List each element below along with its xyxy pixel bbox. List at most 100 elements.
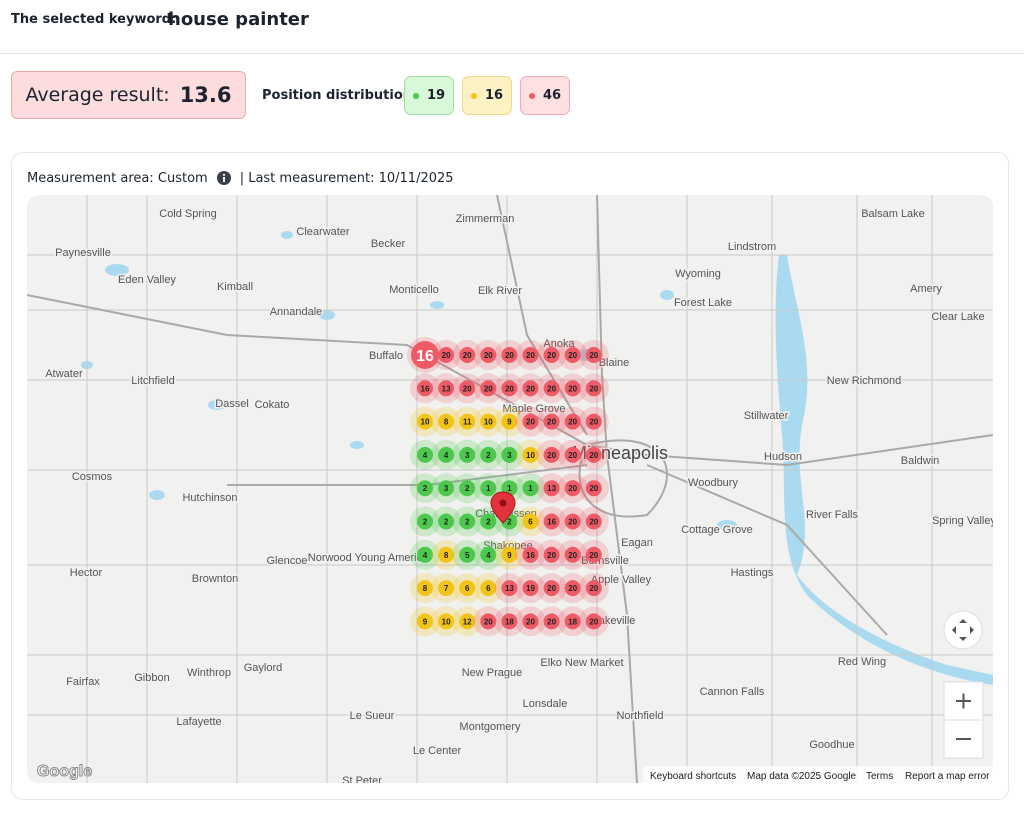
map[interactable]: Cold Spring Zimmerman Balsam Lake Paynesvil… bbox=[27, 195, 993, 783]
rank-point[interactable] bbox=[522, 613, 539, 630]
rank-point[interactable] bbox=[564, 546, 581, 563]
rank-point[interactable] bbox=[411, 341, 439, 369]
rank-point[interactable] bbox=[585, 380, 602, 397]
rank-point[interactable] bbox=[438, 380, 455, 397]
rank-point[interactable] bbox=[564, 413, 581, 430]
rank-point[interactable] bbox=[417, 446, 433, 463]
rank-point[interactable] bbox=[543, 546, 560, 563]
rank-label: 8 bbox=[444, 418, 449, 427]
rank-point[interactable] bbox=[585, 580, 602, 597]
rank-point[interactable] bbox=[522, 480, 539, 497]
rank-point[interactable] bbox=[459, 580, 476, 597]
rank-point[interactable] bbox=[522, 513, 539, 530]
rank-point[interactable] bbox=[564, 446, 581, 463]
rank-point[interactable] bbox=[522, 580, 539, 597]
rank-point[interactable] bbox=[543, 380, 560, 397]
rank-point[interactable] bbox=[585, 613, 602, 630]
rank-point[interactable] bbox=[522, 546, 539, 563]
rank-point[interactable] bbox=[459, 513, 476, 530]
rank-point[interactable] bbox=[501, 347, 518, 363]
rank-point[interactable] bbox=[480, 446, 497, 463]
attribution-link[interactable]: Terms bbox=[866, 771, 893, 782]
rank-point[interactable] bbox=[543, 480, 560, 497]
rank-point[interactable] bbox=[585, 446, 602, 463]
rank-point[interactable] bbox=[564, 580, 581, 597]
rank-point[interactable] bbox=[438, 480, 455, 497]
rank-point[interactable] bbox=[480, 613, 497, 630]
rank-point[interactable] bbox=[522, 446, 539, 463]
rank-point[interactable] bbox=[480, 580, 497, 597]
rank-point[interactable] bbox=[459, 413, 476, 430]
rank-point[interactable] bbox=[438, 513, 455, 530]
rank-label: 2 bbox=[423, 518, 428, 527]
rank-point[interactable] bbox=[459, 380, 476, 397]
rank-point[interactable] bbox=[417, 413, 433, 430]
rank-point[interactable] bbox=[459, 347, 476, 363]
info-icon[interactable] bbox=[216, 170, 232, 186]
rank-point[interactable] bbox=[501, 446, 518, 463]
rank-point[interactable] bbox=[522, 413, 539, 430]
measurement-area: Measurement area: Custom bbox=[27, 170, 208, 186]
rank-point[interactable] bbox=[438, 446, 455, 463]
rank-label: 20 bbox=[547, 351, 556, 360]
rank-point[interactable] bbox=[585, 513, 602, 530]
rank-point[interactable] bbox=[480, 347, 497, 363]
rank-point[interactable] bbox=[543, 413, 560, 430]
location-pin[interactable] bbox=[490, 491, 516, 524]
rank-point[interactable] bbox=[564, 613, 581, 630]
recenter-button[interactable] bbox=[943, 610, 983, 650]
place-label: Montgomery bbox=[459, 721, 521, 733]
rank-point[interactable] bbox=[564, 513, 581, 530]
rank-point[interactable] bbox=[459, 446, 476, 463]
rank-label: 20 bbox=[526, 351, 535, 360]
attribution-link[interactable]: Keyboard shortcuts bbox=[650, 771, 736, 782]
rank-point[interactable] bbox=[438, 546, 455, 563]
rank-label: 20 bbox=[526, 384, 535, 393]
rank-point[interactable] bbox=[417, 480, 433, 497]
rank-point[interactable] bbox=[438, 613, 455, 630]
rank-point[interactable] bbox=[480, 413, 497, 430]
place-label: Norwood Young America bbox=[308, 552, 429, 564]
rank-point[interactable] bbox=[522, 347, 539, 363]
rank-point[interactable] bbox=[417, 546, 433, 563]
rank-label: 6 bbox=[528, 518, 533, 527]
rank-point[interactable] bbox=[438, 413, 455, 430]
rank-point[interactable] bbox=[501, 613, 518, 630]
rank-point[interactable] bbox=[564, 480, 581, 497]
rank-point[interactable] bbox=[417, 580, 433, 597]
rank-point[interactable] bbox=[417, 380, 433, 397]
place-label: Lafayette bbox=[176, 716, 221, 728]
place-label: Atwater bbox=[45, 368, 83, 380]
rank-point[interactable] bbox=[480, 546, 497, 563]
rank-point[interactable] bbox=[501, 413, 518, 430]
rank-point[interactable] bbox=[438, 347, 455, 363]
rank-point[interactable] bbox=[585, 480, 602, 497]
rank-point[interactable] bbox=[501, 580, 518, 597]
rank-point[interactable] bbox=[501, 546, 518, 563]
rank-point[interactable] bbox=[585, 546, 602, 563]
rank-point[interactable] bbox=[585, 413, 602, 430]
rank-point[interactable] bbox=[459, 480, 476, 497]
rank-point[interactable] bbox=[501, 380, 518, 397]
attribution-link[interactable]: Map data ©2025 Google bbox=[747, 771, 857, 782]
rank-point[interactable] bbox=[543, 446, 560, 463]
rank-point[interactable] bbox=[564, 380, 581, 397]
place-label: Stillwater bbox=[744, 410, 789, 422]
attribution-link[interactable]: Report a map error bbox=[905, 771, 990, 782]
rank-label: 20 bbox=[547, 384, 556, 393]
rank-point[interactable] bbox=[480, 480, 497, 497]
rank-point[interactable] bbox=[564, 347, 581, 363]
rank-point[interactable] bbox=[480, 380, 497, 397]
rank-point[interactable] bbox=[543, 613, 560, 630]
rank-point[interactable] bbox=[480, 513, 497, 530]
rank-point[interactable] bbox=[543, 580, 560, 597]
rank-point[interactable] bbox=[417, 613, 433, 630]
rank-point[interactable] bbox=[585, 347, 602, 363]
rank-point[interactable] bbox=[543, 347, 560, 363]
rank-point[interactable] bbox=[459, 546, 476, 563]
rank-point[interactable] bbox=[417, 513, 433, 530]
rank-point[interactable] bbox=[438, 580, 455, 597]
rank-point[interactable] bbox=[543, 513, 560, 530]
rank-point[interactable] bbox=[522, 380, 539, 397]
rank-point[interactable] bbox=[459, 613, 476, 630]
